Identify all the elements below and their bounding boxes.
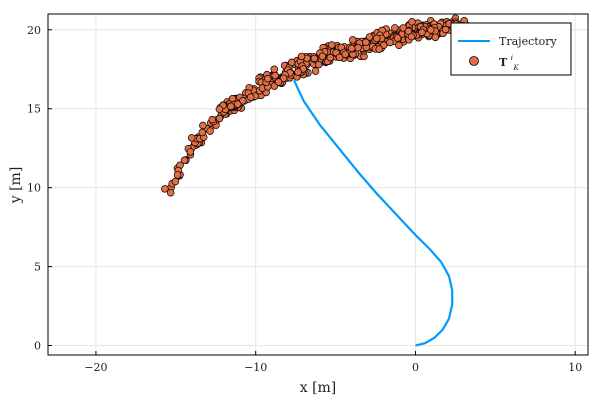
particle-point: [310, 54, 319, 63]
x-axis-label: x [m]: [300, 380, 337, 396]
particle-point: [186, 148, 195, 156]
particle-point: [386, 38, 394, 47]
y-tick-label: 20: [27, 24, 41, 37]
particle-point: [362, 38, 370, 47]
particle-point: [404, 27, 413, 36]
particle-point: [395, 41, 403, 49]
y-tick-label: 0: [34, 340, 41, 353]
particle-point: [187, 134, 196, 142]
legend-particles-label: T i K: [499, 50, 519, 72]
particle-point: [393, 34, 402, 42]
particle-point: [335, 53, 344, 62]
particle-point: [270, 65, 279, 74]
particle-point: [171, 177, 180, 186]
particle-point: [279, 74, 288, 83]
particle-point: [274, 78, 283, 86]
particle-point: [198, 128, 207, 137]
legend: Trajectory T i K: [450, 22, 572, 76]
y-tick-label: 15: [27, 103, 41, 116]
x-tick-label: −10: [244, 361, 267, 374]
particle-point: [391, 24, 399, 32]
legend-particles-swatch: [469, 56, 479, 66]
particle-point: [287, 58, 296, 67]
particle-point: [233, 100, 242, 108]
particle-point: [180, 156, 189, 165]
particle-point: [166, 188, 175, 197]
particle-point: [372, 34, 381, 43]
x-tick-label: −20: [84, 361, 107, 374]
y-axis-label: y [m]: [8, 167, 24, 205]
particle-point: [264, 74, 272, 83]
trajectory-line: [293, 79, 454, 347]
particle-point: [271, 71, 279, 80]
particle-point: [161, 185, 169, 193]
particle-point: [427, 26, 435, 34]
particle-point: [347, 44, 356, 53]
legend-box: [450, 22, 572, 76]
particle-point: [246, 93, 255, 101]
y-tick-label: 5: [34, 261, 41, 274]
legend-particles-sub: K: [512, 64, 519, 72]
particle-point: [227, 102, 235, 111]
ticks: −20 −10 0 10 0 5 10 15 20: [27, 24, 582, 374]
trajectory-layer: [293, 79, 454, 347]
particle-point: [215, 114, 224, 123]
particle-point: [341, 50, 350, 59]
legend-particles-main: T: [499, 56, 508, 69]
particle-point: [326, 53, 335, 62]
particle-point: [311, 67, 320, 75]
particle-point: [431, 33, 440, 42]
particles-layer: [161, 14, 470, 197]
y-tick-label: 10: [27, 182, 41, 195]
particle-point: [399, 24, 407, 32]
particle-point: [206, 127, 214, 135]
particle-point: [327, 41, 336, 49]
particle-point: [199, 121, 207, 130]
plot-frame: [47, 13, 589, 356]
particle-point: [349, 36, 357, 44]
x-tick-label: 0: [412, 361, 419, 374]
particle-point: [173, 171, 182, 179]
particle-point: [375, 45, 383, 53]
particle-point: [354, 44, 362, 52]
particle-point: [208, 115, 216, 124]
particle-point: [215, 105, 224, 113]
particle-point: [408, 18, 416, 26]
particle-point: [297, 52, 306, 61]
particle-point: [365, 33, 374, 41]
particle-point: [314, 60, 323, 69]
particle-point: [318, 52, 327, 61]
particle-point: [418, 28, 426, 37]
x-tick-label: 10: [568, 361, 582, 374]
legend-particles-sup: i: [511, 54, 513, 62]
particle-point: [294, 68, 302, 76]
legend-trajectory-label: Trajectory: [499, 35, 558, 48]
particle-point: [239, 97, 247, 105]
particle-point: [441, 25, 450, 34]
